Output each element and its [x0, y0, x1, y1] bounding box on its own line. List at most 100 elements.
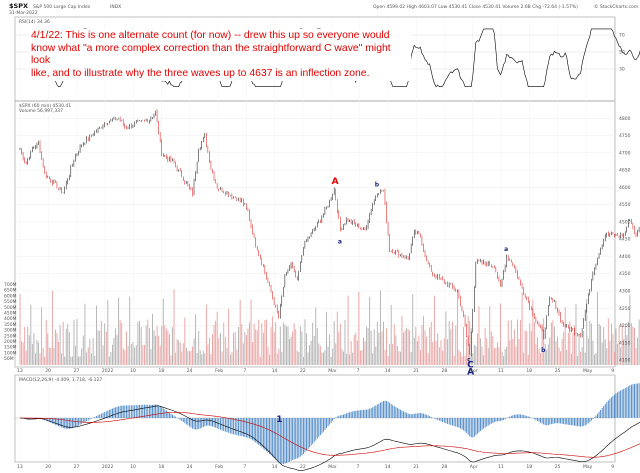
macd-histogram-bar [207, 418, 209, 426]
macd-histogram-bar [132, 405, 134, 418]
macd-histogram-bar [313, 418, 315, 443]
macd-histogram-bar [59, 418, 61, 427]
macd-histogram-bar [245, 418, 247, 438]
macd-histogram-bar [284, 418, 286, 464]
macd-histogram-bar [384, 400, 386, 418]
volume-bar [245, 335, 247, 365]
volume-bar [572, 333, 574, 365]
macd-histogram-bar [249, 418, 250, 439]
volume-bar [404, 330, 406, 365]
macd-histogram-bar [481, 418, 483, 430]
macd-histogram-bar [421, 413, 423, 418]
volume-bar [347, 295, 349, 365]
macd-histogram-bar [144, 404, 145, 418]
volume-bar [375, 346, 377, 365]
volume-bar [192, 346, 193, 365]
macd-histogram-bar [255, 418, 257, 443]
volume-bar [167, 330, 169, 365]
x-tick-label-bottom: May [583, 464, 593, 470]
macd-histogram-bar [478, 418, 480, 433]
volume-bar [41, 307, 43, 365]
volume-bar [569, 321, 571, 365]
macd-histogram-bar [221, 418, 223, 431]
x-tick-label-bottom: 28 [442, 464, 448, 470]
macd-histogram-bar [129, 405, 131, 418]
macd-histogram-bar [435, 418, 437, 420]
macd-histogram-bar [564, 418, 566, 425]
macd-histogram-bar [541, 418, 543, 424]
macd-histogram-bar [416, 413, 418, 418]
macd-histogram-bar [495, 418, 497, 422]
volume-bar [429, 327, 431, 365]
macd-histogram-bar [583, 418, 585, 427]
volume-bar [586, 299, 588, 365]
volume-bar [31, 343, 33, 365]
volume-bar [518, 338, 520, 365]
volume-bar [620, 347, 622, 365]
macd-histogram-bar [276, 418, 278, 461]
volume-bar [175, 352, 177, 365]
macd-histogram-bar [198, 418, 200, 430]
volume-bar [352, 352, 354, 365]
macd-histogram-bar [387, 401, 389, 418]
macd-histogram-bar [236, 418, 238, 436]
volume-bar [395, 335, 397, 365]
volume-bar [119, 320, 121, 365]
macd-histogram-bar [517, 414, 518, 418]
volume-bar [413, 337, 415, 365]
volume-bar [258, 319, 260, 365]
volume-bar [401, 315, 403, 365]
volume-bar [578, 333, 580, 365]
volume-bar [312, 322, 314, 365]
volume-bar [504, 348, 506, 365]
volume-bar [107, 300, 109, 365]
macd-histogram-bar [497, 418, 498, 422]
rsi-tick-label: 70 [619, 33, 625, 39]
volume-bar [55, 329, 56, 365]
volume-bar [490, 331, 492, 365]
volume-bar [45, 319, 47, 365]
volume-bar [335, 343, 337, 365]
macd-histogram-bar [587, 418, 589, 424]
macd-histogram-bar [147, 404, 149, 418]
x-tick-label-bottom: Feb [215, 464, 223, 470]
macd-histogram-bar [367, 409, 369, 418]
volume-bar [79, 356, 81, 365]
volume-bar [256, 330, 258, 365]
volume-bar [614, 351, 615, 365]
macd-histogram-bar [94, 416, 96, 418]
macd-histogram-bar [312, 418, 314, 444]
volume-bar [344, 320, 346, 365]
macd-histogram-bar [158, 405, 160, 418]
macd-histogram-bar [301, 418, 303, 456]
volume-bar [287, 326, 289, 365]
macd-signal-line [20, 412, 640, 458]
macd-histogram-bar [563, 418, 565, 425]
macd-histogram-bar [30, 418, 32, 420]
volume-bar [187, 350, 189, 365]
macd-histogram-bar [262, 418, 264, 449]
volume-tick-label: 250M [4, 333, 17, 339]
volume-bar [493, 348, 495, 365]
volume-bar [575, 304, 577, 365]
volume-bar [372, 353, 374, 365]
volume-bar [71, 356, 73, 365]
macd-histogram-bar [130, 405, 132, 418]
macd-histogram-bar [398, 408, 400, 418]
macd-histogram-bar [597, 413, 598, 418]
volume-bar [455, 325, 457, 365]
x-tick-label-top: 14 [385, 368, 391, 374]
volume-bar [355, 332, 357, 365]
volume-bar [497, 342, 498, 365]
macd-histogram-bar [538, 418, 540, 422]
macd-histogram-bar [125, 405, 127, 418]
wave-label: b [375, 182, 380, 189]
macd-histogram-bar [453, 418, 455, 427]
volume-bar [426, 336, 428, 365]
volume-bar [533, 322, 535, 365]
macd-histogram-bar [472, 418, 474, 438]
volume-bar [476, 333, 478, 365]
macd-histogram-bar [212, 418, 213, 427]
macd-histogram-bar [145, 404, 147, 418]
macd-histogram-bar [353, 411, 355, 418]
